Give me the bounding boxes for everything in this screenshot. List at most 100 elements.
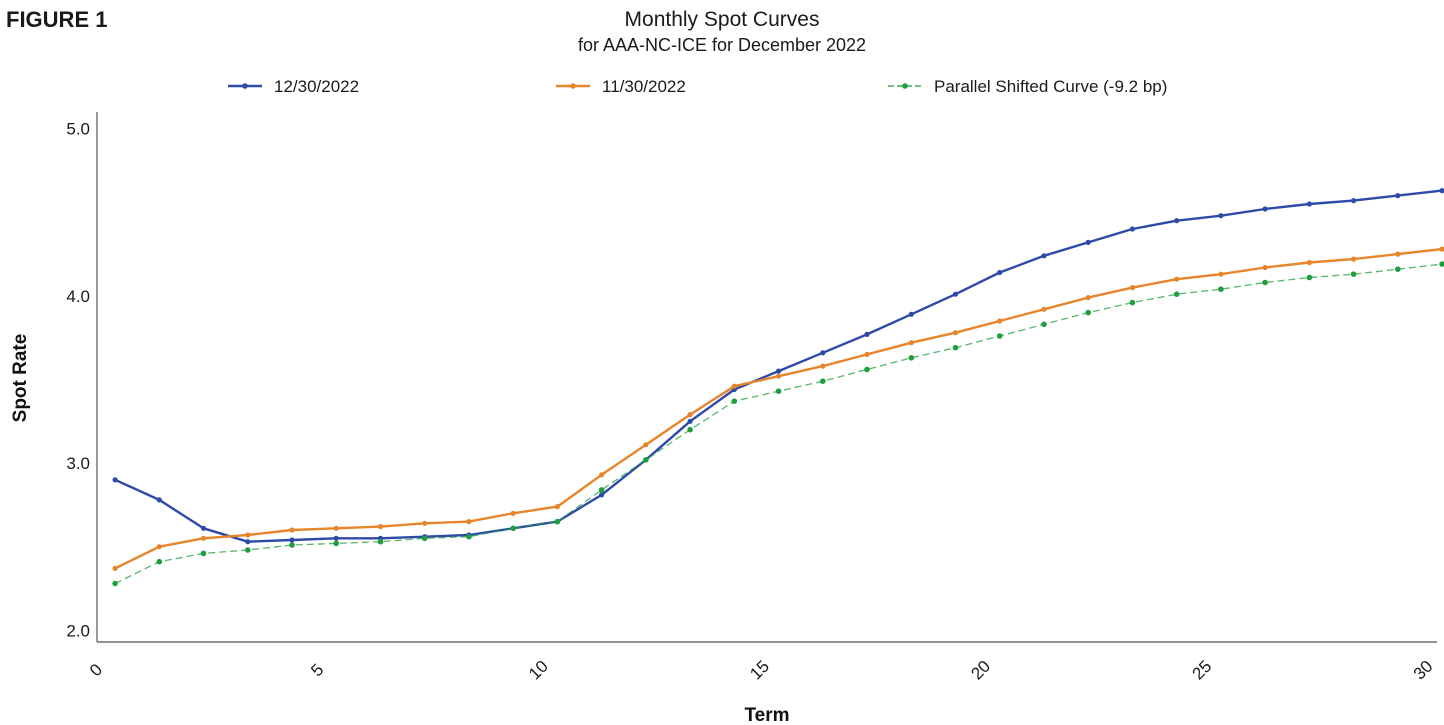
data-point [377,538,384,545]
data-point [156,544,162,550]
data-point [997,269,1003,276]
data-point [333,540,340,547]
data-point [687,426,693,433]
data-point [156,497,162,503]
x-tick-label: 10 [525,657,552,684]
data-point [1439,261,1444,267]
data-point [1129,285,1135,291]
data-point [1085,239,1091,245]
data-point [510,510,516,516]
data-point [820,363,826,369]
data-point [820,350,826,356]
data-point [908,355,915,361]
data-point [112,477,118,483]
data-point [776,373,782,379]
series-layer [112,188,1444,587]
data-point [731,398,738,405]
data-point [421,535,428,542]
data-point [731,383,737,389]
y-axis-title: Spot Rate [10,334,31,423]
legend: 12/30/2022 11/30/2022 Parallel Shifted Cur… [228,77,1167,96]
data-point [1174,276,1180,282]
figure-label: FIGURE 1 [6,7,107,32]
data-point [422,520,428,526]
data-point [997,318,1003,324]
data-point [1262,206,1268,212]
data-point [1041,306,1047,312]
data-point [510,525,516,532]
data-point [1129,299,1136,306]
data-point [1041,321,1047,328]
axes [96,112,1437,643]
data-point [333,525,339,531]
data-point [1306,259,1312,266]
data-point [1395,251,1401,257]
data-point [1041,253,1047,259]
data-point [466,519,472,525]
data-point [1439,188,1444,194]
data-point [112,565,118,572]
legend-marker [242,83,248,89]
series-line [114,263,1443,585]
data-point [200,525,207,531]
series-3 [112,261,1444,587]
series-1 [112,188,1444,545]
data-point [1218,271,1224,277]
data-point [333,535,339,541]
x-ticks: 0 5 10 15 20 25 30 [86,657,1436,684]
data-point [1351,198,1357,204]
y-ticks: 2.0 3.0 4.0 5.0 [66,120,90,641]
x-tick-label: 5 [307,660,327,680]
y-tick-label: 2.0 [66,621,90,640]
series-line [114,247,1443,570]
data-point [156,558,163,565]
data-point [289,527,295,533]
legend-label: 12/30/2022 [274,77,359,96]
data-point [1174,218,1180,224]
data-point [687,412,693,418]
data-point [245,532,251,538]
legend-item: 11/30/2022 [556,77,686,96]
data-point [775,388,782,395]
data-point [112,580,118,587]
data-point [245,547,251,553]
y-tick-label: 5.0 [66,120,90,139]
data-point [687,418,693,424]
data-point [952,330,959,336]
data-point [996,333,1003,339]
data-point [776,368,782,374]
data-point [1395,266,1401,273]
data-point [289,542,295,548]
data-point [1439,246,1444,252]
data-point [1218,213,1224,219]
series-2 [112,246,1444,572]
data-point [1351,256,1357,262]
data-point [245,539,251,545]
data-point [598,487,605,493]
data-point [864,351,870,357]
data-point [1350,271,1357,278]
x-tick-label: 20 [967,657,994,684]
legend-item: 12/30/2022 [228,77,359,96]
legend-label: 11/30/2022 [602,77,686,96]
data-point [554,518,561,525]
legend-marker [570,83,576,89]
legend-marker [902,83,908,89]
data-point [1085,295,1091,301]
data-point [1173,291,1180,298]
data-point [377,524,384,530]
data-point [908,340,914,346]
data-point [820,378,826,385]
data-point [1262,279,1268,286]
data-point [200,550,207,557]
data-point [952,344,959,351]
data-point [1262,264,1268,271]
data-point [599,492,605,498]
data-point [599,472,605,478]
data-point [1129,226,1135,232]
data-point [643,442,649,448]
data-point [864,331,870,337]
data-point [1085,309,1091,316]
data-point [1395,193,1401,199]
